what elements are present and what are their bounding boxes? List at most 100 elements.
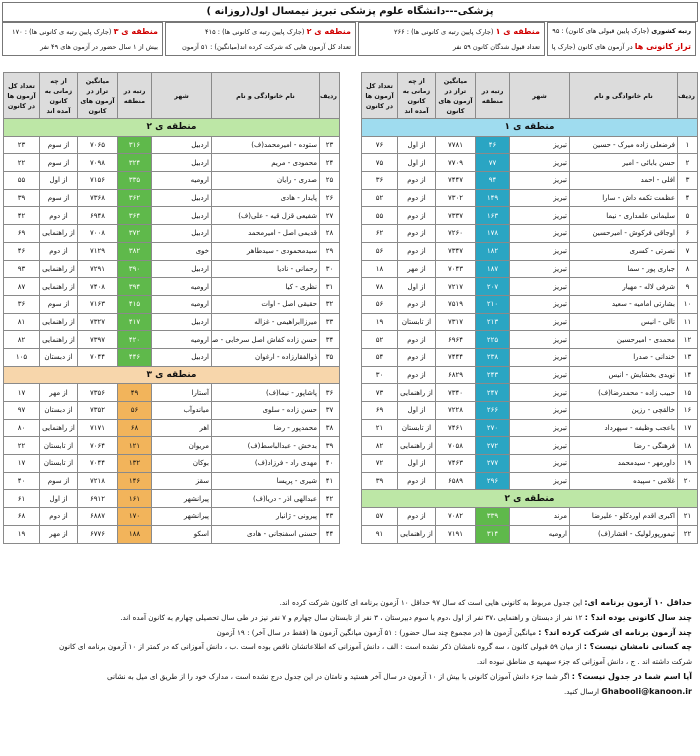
cell-total-exams: ۵۲ (361, 188, 398, 208)
cell-region-rank: ۱۳۲ (117, 454, 152, 473)
cell-row-number: ۲۶ (319, 188, 340, 208)
cell-full-name: بشارتی امامیه - سعید (569, 294, 678, 314)
cell-total-exams: ۸۰ (3, 418, 40, 438)
cell-joined-since: از تابستان (397, 418, 436, 438)
cell-average-score: ۷۲۱۷ (435, 277, 476, 296)
cell-city: اردبیل (151, 347, 212, 367)
header-mid2-text-2: تعداد کل آزمون هایی که شرکت کرده اند(میا… (182, 43, 351, 51)
cell-joined-since: از تابستان (397, 312, 436, 332)
column-header-city: شهر (509, 72, 570, 119)
column-header-joined-since: از چه زمانی به کانون آمده اند (39, 72, 78, 119)
cell-total-exams: ۴۲ (3, 206, 40, 226)
note-text: ارسال کنید. (564, 686, 602, 696)
cell-joined-since: از دبستان (39, 347, 78, 367)
cell-average-score: ۷۴۴۷ (435, 171, 476, 190)
cell-full-name: محمودی - مریم (211, 153, 320, 173)
cell-joined-since: از سوم (39, 188, 78, 208)
table-row: ۴ عظمت تکمه داش - سارا تبریز ۱۴۹ ۷۳۰۲ از دوم ۵… (361, 188, 698, 208)
note-text: شرکت داشته اند . ج ، دانش آموزانی که جزء… (476, 657, 692, 667)
table-row: ۲۰ غلامی - سپیده تبریز ۲۹۶ ۶۵۸۹ از دوم ۳۹ (361, 471, 698, 491)
cell-region-rank: ۱۷۸ (475, 224, 510, 243)
cell-row-number: ۷ (677, 241, 698, 261)
cell-city: تبریز (509, 330, 570, 349)
cell-average-score: ۷۳۰۲ (435, 188, 476, 208)
header-left-text-1: (جارک پایین رتبه ی کانونی ها) : ۱۷۰ (12, 28, 112, 36)
table-row: ۲۷ شفیعی قزل قیه - علی(ف) اردبیل ۳۶۴ ۶۹۴۸ از … (3, 206, 340, 226)
cell-region-rank: ۲۷۷ (475, 454, 510, 473)
header-region3: منطقه ی ۳ (جارک پایین رتبه ی کانونی ها) … (2, 22, 163, 56)
cell-average-score: ۷۰۹۸ (77, 153, 118, 173)
cell-total-exams: ۵۷ (361, 507, 398, 526)
cell-region-rank: ۳۹۴ (117, 277, 152, 296)
cell-total-exams: ۷۸ (361, 277, 398, 296)
cell-city: مریوان (151, 436, 212, 456)
cell-row-number: ۲۳ (319, 135, 340, 155)
cell-city: بوکان (151, 454, 212, 473)
cell-total-exams: ۳۹ (3, 188, 40, 208)
cell-total-exams: ۹۷ (3, 401, 40, 420)
table-row: ۳۶ پاشاپور - نیما(ف) آستارا ۴۹ ۷۳۵۶ از مهر ۱۷ (3, 383, 340, 402)
cell-joined-since: از دوم (39, 206, 78, 226)
cell-average-score: ۷۳۳۷ (435, 206, 476, 226)
cell-city: خوی (151, 241, 212, 261)
cell-total-exams: ۹۳ (3, 259, 40, 279)
cell-row-number: ۳۱ (319, 277, 340, 296)
cell-city: اردبیل (151, 135, 212, 155)
cell-row-number: ۳۳ (319, 312, 340, 332)
cell-full-name: شرفی لاله - مهیار (569, 277, 678, 296)
cell-row-number: ۴۱ (319, 471, 340, 491)
cell-row-number: ۱۷ (677, 418, 698, 438)
table-row: ۲ حسن بابائی - امیر تبریز ۷۷ ۷۷۰۹ از اول ۷۵ (361, 153, 698, 173)
cell-city: میاندوآب (151, 401, 212, 420)
cell-city: پیرانشهر (151, 507, 212, 526)
cell-full-name: حقیقی اصل - اوات (211, 294, 320, 314)
cell-total-exams: ۲۲ (3, 436, 40, 456)
cell-full-name: خندانی - صدرا (569, 347, 678, 367)
cell-total-exams: ۸۱ (3, 312, 40, 332)
cell-total-exams: ۱۹ (3, 524, 40, 544)
cell-joined-since: از مهر (397, 259, 436, 279)
cell-average-score: ۷۳۲۷ (77, 312, 118, 332)
column-header-row-number: ردیف (677, 72, 698, 119)
cell-total-exams: ۲۳ (3, 135, 40, 155)
cell-average-score: ۷۳۴۷ (435, 241, 476, 261)
cell-row-number: ۴۴ (319, 524, 340, 544)
note-line: آیا اسم شما در جدول نیست؟ : اگر شما جزء … (6, 670, 692, 685)
cell-city: تبریز (509, 418, 570, 438)
cell-total-exams: ۳۶ (3, 294, 40, 314)
cell-city: اردبیل (151, 312, 212, 332)
cell-full-name: تالی - انیس (569, 312, 678, 332)
table-row: ۱۹ داورمهر - سیدمحمد تبریز ۲۷۷ ۷۴۶۳ از اول ۷۲ (361, 454, 698, 473)
cell-city: اردبیل (151, 259, 212, 279)
cell-full-name: پیرونی - ژانیار (211, 507, 320, 526)
cell-full-name: جباری پور - سما (569, 259, 678, 279)
cell-average-score: ۷۱۲۹ (77, 241, 118, 261)
cell-region-rank: ۴۶ (475, 135, 510, 155)
cell-city: تبریز (509, 294, 570, 314)
cell-full-name: عبدالهی اذر - دریا(ف) (211, 489, 320, 509)
cell-joined-since: از دوم (397, 471, 436, 491)
cell-city: ارومیه (151, 330, 212, 349)
note-text: از میان ۵۹ قبولی کانون ، سه گروه نامشان … (58, 642, 584, 652)
note-line: چند سال کانونی بوده اند؟ : ۱۲ نفر از دبس… (6, 611, 692, 626)
cell-average-score: ۷۱۵۶ (77, 171, 118, 190)
cell-total-exams: ۵۵ (361, 206, 398, 226)
table-row: ۲۳ ستوده - امیرمحمد(ف) اردبیل ۳۱۶ ۷۰۶۵ از سوم… (3, 135, 340, 155)
cell-average-score: ۷۳۵۲ (77, 401, 118, 420)
cell-total-exams: ۳۹ (361, 471, 398, 491)
table-row: ۱۲ محمدی - امیرحسین تبریز ۲۲۵ ۶۹۶۴ از دوم ۵۲ (361, 330, 698, 349)
cell-full-name: سلیمانی علمداری - نیما (569, 206, 678, 226)
cell-region-rank: ۳۱۴ (475, 524, 510, 544)
cell-average-score: ۷۵۱۹ (435, 294, 476, 314)
column-header-average-score: میانگین تراز در آزمون های کانون (77, 72, 118, 119)
cell-region-rank: ۲۰۷ (475, 277, 510, 296)
cell-city: اردبیل (151, 153, 212, 173)
cell-total-exams: ۶۱ (3, 489, 40, 509)
cell-region-rank: ۵۶ (117, 401, 152, 420)
cell-row-number: ۱۹ (677, 454, 698, 473)
cell-joined-since: از اول (397, 401, 436, 420)
cell-full-name: حسنی اسفنجانی - هادی (211, 524, 320, 544)
cell-city: تبریز (509, 188, 570, 208)
cell-joined-since: از راهنمایی (397, 436, 436, 456)
cell-average-score: ۶۷۷۶ (77, 524, 118, 544)
